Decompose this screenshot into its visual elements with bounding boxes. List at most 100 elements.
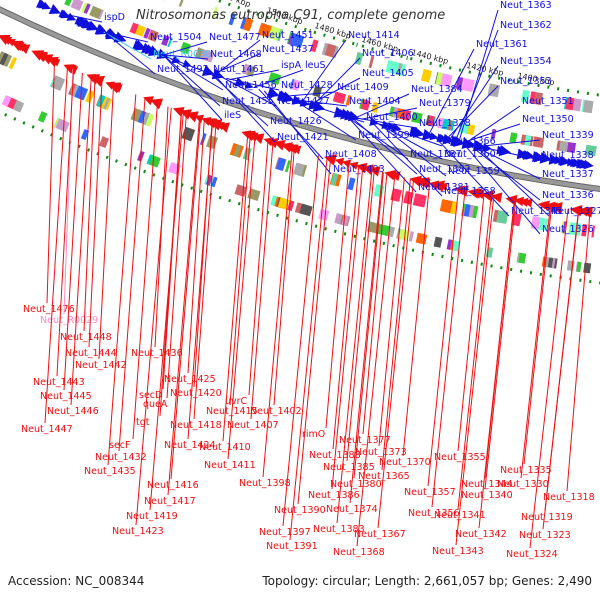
cog-tile <box>64 0 74 7</box>
forward-gene-arrow <box>548 153 561 165</box>
gene-leader-line <box>312 57 361 107</box>
forward-gene-arrow <box>48 4 61 15</box>
cog-tile <box>576 261 582 273</box>
reverse-gene-arrow <box>16 43 27 52</box>
forward-gene-arrow <box>570 158 580 168</box>
reverse-gene-arrow <box>149 98 163 110</box>
gene-leader-line <box>542 210 580 530</box>
gene-leader-line <box>262 147 293 478</box>
gene-label: Neut_1374 <box>326 504 378 515</box>
gene-label: Neut_1428 <box>281 80 333 91</box>
reverse-gene-arrow <box>251 133 265 144</box>
ruler-tick-mark <box>356 42 359 47</box>
cog-tile <box>440 73 453 88</box>
gene-leader-line <box>46 60 55 304</box>
cog-tile <box>490 128 497 140</box>
cog-tile <box>472 205 479 219</box>
gene-leader-line <box>229 134 251 406</box>
gene-label: Neut_1330 <box>497 479 549 490</box>
cog-tile <box>275 157 287 172</box>
gene-label: Neut_1378 <box>419 118 471 129</box>
gene-label: Neut_1387 <box>410 149 462 160</box>
cog-tile <box>360 99 371 111</box>
reverse-gene-arrow <box>429 180 440 190</box>
cog-tile <box>178 0 186 7</box>
cog-tile <box>368 55 375 69</box>
gene-label: Neut_1404 <box>349 96 401 107</box>
gene-leader-line <box>215 39 261 76</box>
cog-tile <box>98 136 110 149</box>
cog-tile <box>291 79 301 91</box>
gene-label: Neut_1381 <box>418 182 470 193</box>
gene-label: Neut_1368 <box>333 547 385 558</box>
gene-label: Neut_1417 <box>144 496 196 507</box>
reverse-gene-arrow <box>37 52 47 61</box>
gene-leader-line <box>281 91 336 97</box>
forward-gene-arrow <box>369 117 380 126</box>
gene-leader-line <box>213 53 261 75</box>
gene-leader-line <box>135 107 172 526</box>
accession-label: Accession: NC_008344 <box>8 574 145 588</box>
reverse-gene-arrow <box>172 107 185 117</box>
cog-tile <box>200 49 215 63</box>
cog-tile <box>242 147 252 161</box>
topology-summary: Topology: circular; Length: 2,661,057 bp… <box>262 574 592 588</box>
forward-gene-arrow <box>436 133 447 143</box>
cog-tile <box>145 113 155 127</box>
gene-label: Neut_1343 <box>432 546 484 557</box>
gene-label: Neut_1399 <box>358 130 410 141</box>
gene-leader-line <box>523 206 553 465</box>
cog-tile <box>583 100 594 114</box>
cog-tile <box>8 56 18 70</box>
gene-label: Neut_1447 <box>21 424 73 435</box>
reverse-gene-arrow <box>218 122 230 133</box>
cog-tile <box>55 118 70 133</box>
cog-tile <box>0 52 9 66</box>
gene-leader-line <box>187 119 205 374</box>
gene-leader-line <box>227 136 256 460</box>
gene-leader-line <box>220 76 277 107</box>
reverse-gene-arrow <box>6 39 16 47</box>
gene-label: Neut_1351 <box>522 96 574 107</box>
reverse-gene-arrow <box>415 177 426 187</box>
cog-tile <box>386 60 400 75</box>
forward-gene-arrow <box>201 65 215 77</box>
gene-leader-line <box>458 9 499 143</box>
cog-tile <box>37 111 48 123</box>
cog-tile <box>518 252 527 264</box>
gene-leader-line <box>164 55 221 107</box>
gene-label: Neut_1326 <box>542 224 594 235</box>
gene-label: ileS <box>224 110 241 121</box>
forward-gene-arrow <box>12 0 28 3</box>
cog-tile <box>181 126 196 142</box>
reverse-gene-arrow <box>107 82 121 94</box>
gene-leader-line <box>475 145 541 161</box>
cog-tile <box>129 22 139 34</box>
gene-leader-line <box>355 93 410 119</box>
gene-label: Neut_1444 <box>65 348 117 359</box>
gene-leader-line <box>349 115 418 175</box>
gene-leader-line <box>253 69 304 88</box>
gene-leader-line <box>118 97 146 452</box>
gene-leader-line <box>226 77 280 91</box>
gene-leader-line <box>187 122 213 440</box>
gene-label: Neut_1358 <box>444 186 496 197</box>
gene-label: Neut_1437 <box>262 44 314 55</box>
gene-leader-line <box>474 145 550 217</box>
cog-tile <box>509 132 518 144</box>
forward-gene-arrow <box>80 18 93 28</box>
ruler-tick-mark <box>406 55 409 61</box>
gene-label: Neut_1390 <box>274 505 326 516</box>
gene-leader-line <box>343 114 409 160</box>
cog-tile <box>568 222 582 236</box>
cog-tile <box>70 0 81 10</box>
gene-label: Neut_1342 <box>455 529 507 540</box>
ruler-tick-label: 1480 kbp <box>313 21 352 41</box>
gene-leader-line <box>103 31 152 60</box>
forward-gene-arrow <box>344 109 357 121</box>
cog-tile <box>12 100 25 113</box>
cog-tile <box>276 28 284 42</box>
gene-label: Neut_1476 <box>23 304 75 315</box>
gene-leader-line <box>461 123 521 144</box>
reverse-gene-arrow <box>334 157 345 167</box>
